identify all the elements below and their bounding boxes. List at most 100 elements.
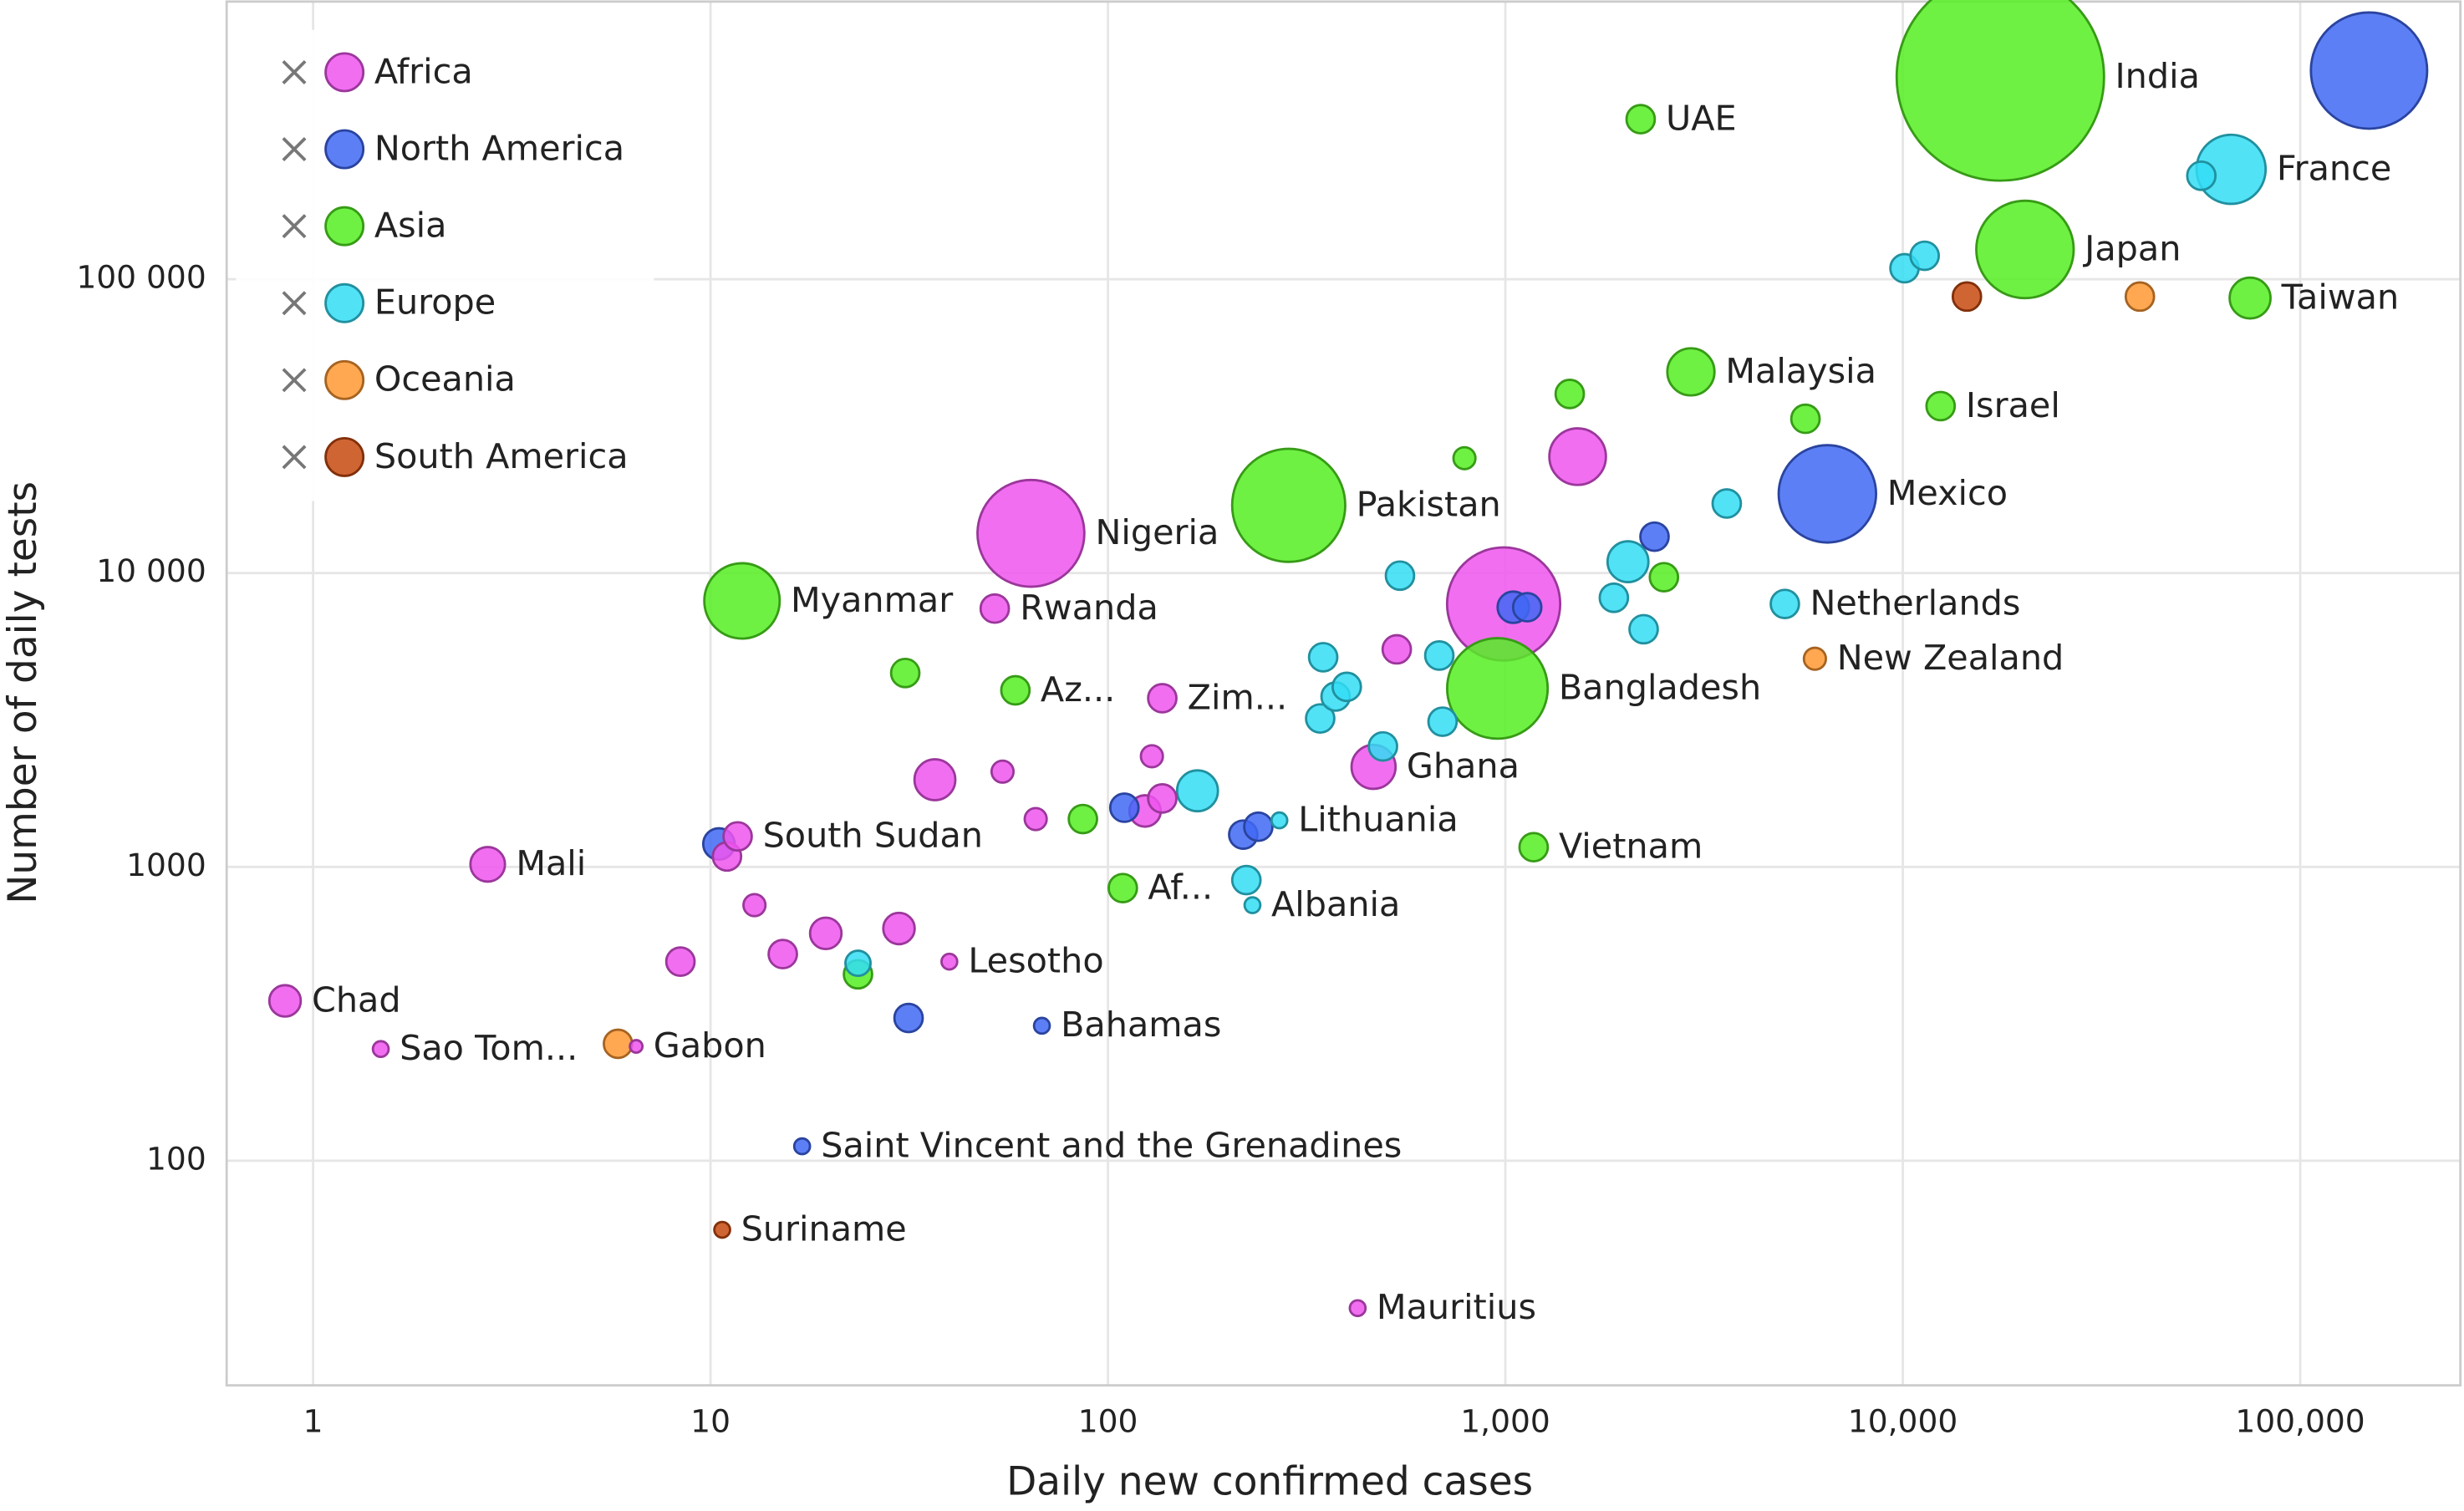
point-label: Myanmar [791,580,953,620]
bubble [603,1028,634,1060]
bubble [1452,445,1477,471]
bubble [1789,403,1821,435]
bubble [742,893,767,918]
bubble [1518,832,1550,863]
bubble [1381,633,1413,665]
bubble [1423,640,1455,671]
bubble [1711,488,1743,519]
legend-marker [324,52,365,93]
bubble [1243,896,1262,914]
point-label: Af... [1148,867,1213,908]
bubble [808,916,843,951]
bubble [1107,873,1138,903]
bubble [629,1039,644,1054]
bubble [1023,806,1048,832]
point-label: Lithuania [1298,799,1458,839]
bubble [2228,276,2272,320]
bubble [267,984,303,1018]
point-label: Netherlands [1810,583,2021,623]
x-tick-label: 10,000 [1848,1402,1958,1439]
legend-toggle [282,291,307,316]
bubble [1032,1016,1051,1035]
legend-label: South America [374,436,629,476]
x-tick-label: 1,000 [1460,1402,1550,1439]
legend-label: Europe [374,282,496,323]
legend-background [236,29,654,501]
legend-toggle [282,214,307,239]
bubble [1305,703,1336,735]
bubble [371,1040,390,1059]
bubble [1331,671,1362,703]
bubble [722,821,753,852]
bubble [990,759,1016,784]
point-label: India [2115,56,2199,96]
point-label: Suriname [741,1208,907,1249]
point-label: Lesotho [968,941,1103,981]
bubble [1139,744,1164,769]
bubble [844,949,872,978]
y-tick-label: 10 000 [96,552,206,589]
bubble [1000,674,1031,706]
bubble [1147,683,1178,714]
point-label: Mexico [1887,473,2008,513]
point-label: Chad [312,979,401,1020]
point-label: Bahamas [1061,1005,1221,1045]
legend-toggle [282,59,307,84]
points: India Pakistan Nigeria Bangladesh Mexico Japa… [267,0,2429,1327]
point-label: South Sudan [763,816,983,856]
bubble [1367,730,1398,762]
legend-marker [324,282,365,323]
y-tick-label: 100 [146,1140,206,1177]
legend-label: Asia [374,206,447,246]
bubble [469,846,507,883]
point-label: Sao Tom... [400,1028,578,1068]
bubble [703,562,781,640]
y-tick-label: 100 000 [76,259,206,296]
bubble [713,1220,731,1239]
bubble [2186,160,2217,191]
bubble [1230,447,1347,563]
bubble [1175,769,1219,813]
bubble [1067,803,1098,835]
bubble [1639,521,1670,552]
bubble [1548,427,1607,486]
point-label: Japan [2082,228,2181,268]
point-label: France [2277,148,2391,188]
bubble [913,758,957,801]
point-label: Zim... [1188,677,1287,717]
bubble [1108,792,1140,823]
y-axis-title: Number of daily tests [0,481,46,904]
legend-toggle [282,137,307,162]
legend-marker [324,359,365,400]
bubble [2124,281,2156,313]
bubble [1270,811,1289,830]
point-label: Mauritius [1377,1287,1536,1327]
point-label: Taiwan [2281,277,2400,317]
x-tick-label: 1 [303,1402,323,1439]
bubble [1648,562,1680,593]
point-label: Gabon [654,1025,766,1066]
bubble [1925,390,1957,422]
legend-label: Oceania [374,359,516,399]
point-label: Israel [1966,385,2060,425]
point-label: Saint Vincent and the Grenadines [821,1125,1402,1165]
bubble [1307,642,1339,673]
bubble [1666,347,1716,397]
bubble [1511,592,1543,623]
point-label: Rwanda [1020,588,1158,628]
point-label: Pakistan [1357,485,1501,525]
legend-label: Africa [374,51,473,91]
point-label: Vietnam [1559,827,1703,867]
bubble [1230,864,1262,896]
bubble [1243,811,1274,842]
bubble [1909,240,1941,272]
bubble [1384,560,1416,592]
legend: Africa North America Asia Europe Oceania Sout… [236,29,654,501]
point-label: Albania [1271,884,1400,924]
plot-frame [225,0,2462,1387]
legend-toggle [282,368,307,393]
grid [227,1,2461,1386]
point-label: New Zealand [1837,638,2064,678]
bubble [889,657,921,689]
